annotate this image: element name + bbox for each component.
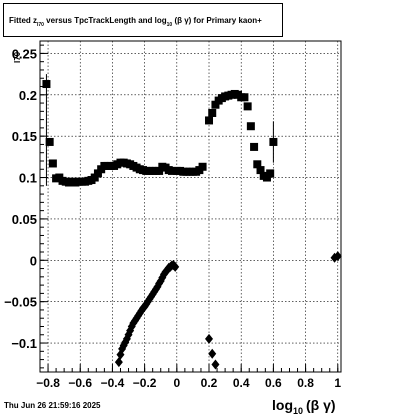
- square-marker: [246, 122, 255, 131]
- diamond-marker: [211, 359, 220, 370]
- grid: [40, 41, 341, 372]
- y-axis-label: I70: [13, 51, 22, 63]
- y-tick-label: 0.1: [19, 171, 37, 186]
- square-marker: [198, 162, 207, 171]
- x-tick-label: 0.4: [233, 376, 250, 390]
- chart-title-box: Fitted zI70 versus TpcTrackLength and lo…: [3, 3, 283, 37]
- square-marker: [243, 102, 252, 111]
- chart-title: Fitted zI70 versus TpcTrackLength and lo…: [9, 16, 262, 28]
- square-marker: [155, 166, 164, 175]
- diamond-marker: [121, 337, 130, 348]
- square-marker: [93, 169, 102, 178]
- square-marker: [48, 159, 57, 168]
- square-marker: [211, 100, 220, 109]
- x-tick-label: −0.6: [68, 376, 92, 390]
- x-tick-label: 1: [334, 376, 341, 390]
- data-points: [42, 80, 342, 370]
- square-marker: [90, 173, 99, 182]
- x-tick-label: 0.8: [297, 376, 314, 390]
- square-marker: [253, 160, 262, 169]
- y-tick-label: −0.05: [4, 295, 37, 310]
- square-marker: [256, 166, 265, 175]
- y-tick-label: 0.15: [12, 129, 37, 144]
- square-marker: [45, 137, 54, 146]
- x-tick-label: 0.6: [265, 376, 282, 390]
- tick-labels: −0.8 −0.6 −0.4 −0.2 0 0.2 0.4 0.6 0.8 1 −0.1 −0.05 0…: [4, 46, 341, 390]
- square-marker: [205, 116, 214, 125]
- x-tick-label: 0.2: [201, 376, 218, 390]
- square-marker: [269, 137, 278, 146]
- timestamp: Thu Jun 26 21:59:16 2025: [4, 401, 101, 410]
- y-tick-label: −0.1: [11, 336, 37, 351]
- diamond-marker: [208, 348, 217, 359]
- x-tick-label: 0: [173, 376, 180, 390]
- square-marker: [240, 93, 249, 102]
- diamond-marker: [171, 261, 180, 272]
- diamond-marker: [114, 357, 123, 368]
- y-tick-label: 0: [30, 253, 37, 268]
- x-tick-label: −0.8: [36, 376, 60, 390]
- x-axis-label: log10 (β γ): [272, 397, 336, 414]
- x-tick-label: −0.4: [101, 376, 125, 390]
- diamond-marker: [333, 251, 342, 262]
- diamond-marker: [205, 333, 214, 344]
- y-tick-label: 0.2: [19, 88, 37, 103]
- square-marker: [250, 142, 259, 151]
- square-marker: [266, 169, 275, 178]
- plot-frame: [39, 40, 342, 373]
- x-tick-label: −0.2: [133, 376, 157, 390]
- axis-ticks: [40, 44, 339, 372]
- square-marker: [262, 173, 271, 182]
- square-marker: [167, 166, 176, 175]
- square-marker: [208, 108, 217, 117]
- square-marker: [42, 80, 51, 89]
- y-tick-label: 0.25: [12, 46, 37, 61]
- y-tick-label: 0.05: [12, 212, 37, 227]
